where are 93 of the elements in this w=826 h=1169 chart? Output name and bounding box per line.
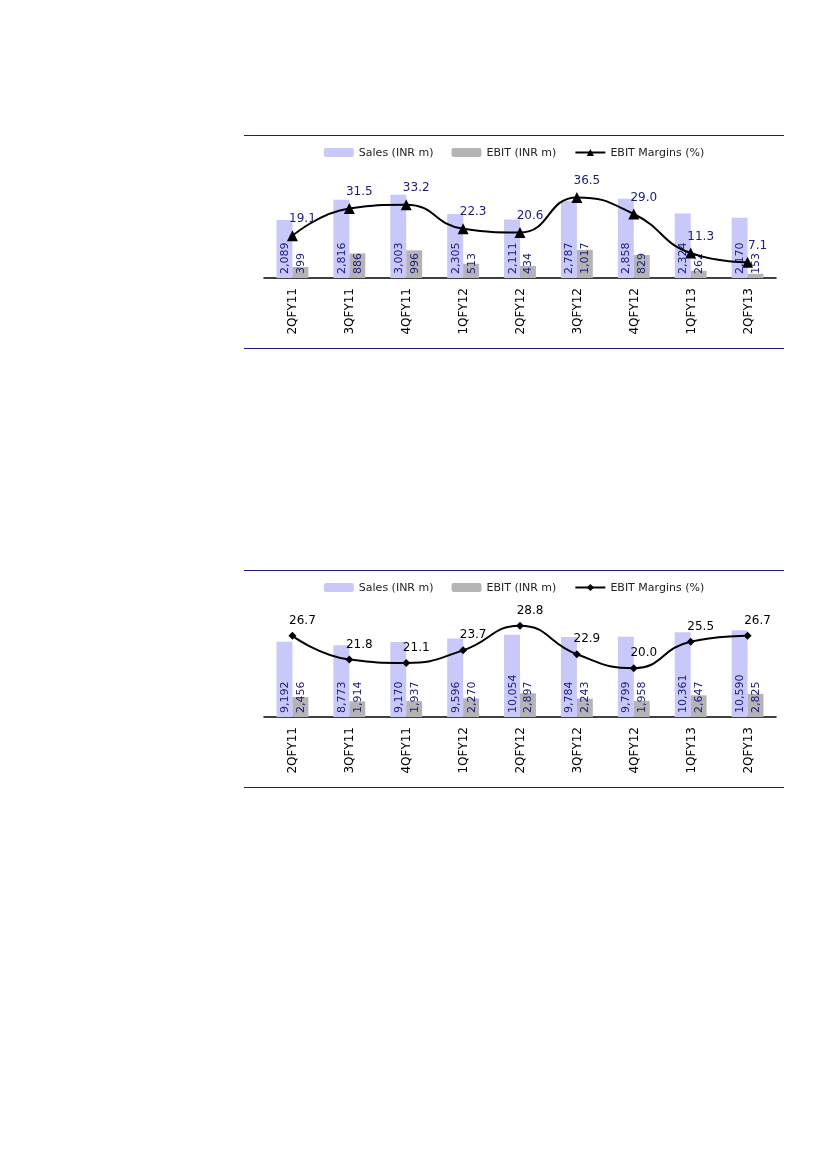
legend-label: EBIT Margins (%) — [610, 146, 705, 159]
x-tick-label: 2QFY13 — [740, 727, 755, 774]
x-tick-label: 1QFY13 — [683, 727, 698, 774]
data-label: 20.6 — [516, 208, 544, 223]
data-label: 36.5 — [573, 172, 601, 187]
data-label: 399 — [293, 253, 307, 274]
data-label: 10,590 — [733, 674, 747, 713]
point — [686, 637, 695, 646]
point — [743, 631, 752, 640]
data-label: 23.7 — [459, 627, 487, 642]
data-label: 2,111 — [505, 242, 519, 274]
x-tick-label: 3QFY11 — [342, 727, 357, 774]
data-label: 21.1 — [402, 639, 430, 654]
data-label: 22.3 — [459, 204, 487, 219]
data-label: 29.0 — [630, 189, 658, 204]
point — [572, 650, 581, 659]
data-label: 2,170 — [733, 242, 747, 274]
data-label: 2,456 — [293, 681, 307, 713]
data-label: 2,858 — [619, 242, 633, 274]
data-label: 22.9 — [573, 631, 601, 646]
data-label: 1,017 — [578, 242, 592, 274]
data-label: 2,787 — [562, 242, 576, 274]
x-tick-label: 2QFY13 — [740, 288, 755, 335]
data-label: 33.2 — [402, 180, 430, 195]
x-tick-label: 2QFY12 — [513, 288, 527, 335]
data-label: 21.8 — [345, 636, 373, 651]
data-label: 26.7 — [289, 612, 316, 627]
data-label: 2,647 — [692, 681, 706, 713]
x-tick-label: 4QFY12 — [626, 727, 641, 774]
point — [571, 191, 583, 203]
data-label: 3,003 — [391, 242, 405, 274]
point — [457, 223, 469, 235]
data-label: 513 — [464, 253, 478, 274]
x-tick-label: 3QFY12 — [569, 727, 584, 774]
point — [288, 631, 297, 640]
data-label: 829 — [635, 253, 649, 274]
point — [402, 658, 411, 667]
data-label: 19.1 — [289, 211, 316, 226]
data-label: 1,914 — [350, 681, 364, 713]
x-tick-label: 2QFY12 — [513, 727, 527, 774]
x-tick-label: 1QFY13 — [683, 288, 698, 335]
point — [343, 202, 355, 214]
x-tick-label: 3QFY11 — [342, 288, 357, 335]
data-label: 2,324 — [676, 242, 690, 274]
data-label: 1,958 — [635, 681, 649, 713]
x-tick-label: 4QFY11 — [399, 288, 414, 335]
data-label: 2,270 — [464, 681, 478, 713]
point — [628, 208, 640, 220]
x-tick-label: 4QFY11 — [399, 727, 414, 774]
x-tick-label: 1QFY12 — [456, 727, 471, 774]
point — [459, 646, 468, 655]
point — [516, 621, 524, 630]
data-label: 996 — [407, 253, 421, 274]
data-label: 10,361 — [676, 674, 690, 713]
data-label: 11.3 — [687, 228, 715, 243]
data-label: 2,305 — [448, 242, 462, 274]
point — [345, 655, 354, 664]
point — [400, 199, 412, 211]
x-tick-label: 1QFY12 — [456, 288, 471, 335]
data-label: 9,799 — [619, 681, 633, 713]
data-label: 7.1 — [748, 237, 768, 252]
data-label: 886 — [350, 253, 364, 274]
data-label: 31.5 — [345, 183, 373, 198]
data-label: 9,784 — [562, 681, 576, 713]
data-label: 2,825 — [749, 681, 763, 713]
legend-label: EBIT (INR m) — [486, 146, 557, 159]
x-tick-label: 4QFY12 — [626, 288, 641, 335]
data-label: 153 — [749, 253, 763, 274]
data-label: 2,243 — [578, 681, 592, 713]
data-label: 9,170 — [391, 681, 405, 713]
data-label: 9,192 — [277, 681, 291, 713]
data-label: 434 — [521, 253, 535, 274]
point — [514, 227, 526, 239]
data-label: 2,816 — [334, 242, 348, 274]
data-label: 26.7 — [744, 612, 771, 627]
legend-label: EBIT (INR m) — [486, 581, 557, 594]
data-label: 9,596 — [448, 681, 462, 713]
x-tick-label: 2QFY11 — [285, 727, 300, 774]
x-tick-label: 2QFY11 — [285, 288, 300, 335]
data-label: 2,897 — [521, 681, 535, 713]
point — [629, 664, 638, 673]
data-label: 25.5 — [687, 618, 715, 633]
x-tick-label: 3QFY12 — [569, 288, 584, 335]
data-label: 1,937 — [407, 681, 421, 713]
legend-label: Sales (INR m) — [358, 581, 434, 594]
data-label: 2,089 — [277, 242, 291, 274]
data-label: 10,054 — [505, 674, 519, 713]
data-label: 20.0 — [630, 645, 658, 660]
point — [286, 230, 298, 242]
data-label: 28.8 — [516, 602, 544, 617]
legend-label: EBIT Margins (%) — [610, 581, 705, 594]
legend-label: Sales (INR m) — [358, 146, 434, 159]
data-label: 8,773 — [334, 681, 348, 713]
